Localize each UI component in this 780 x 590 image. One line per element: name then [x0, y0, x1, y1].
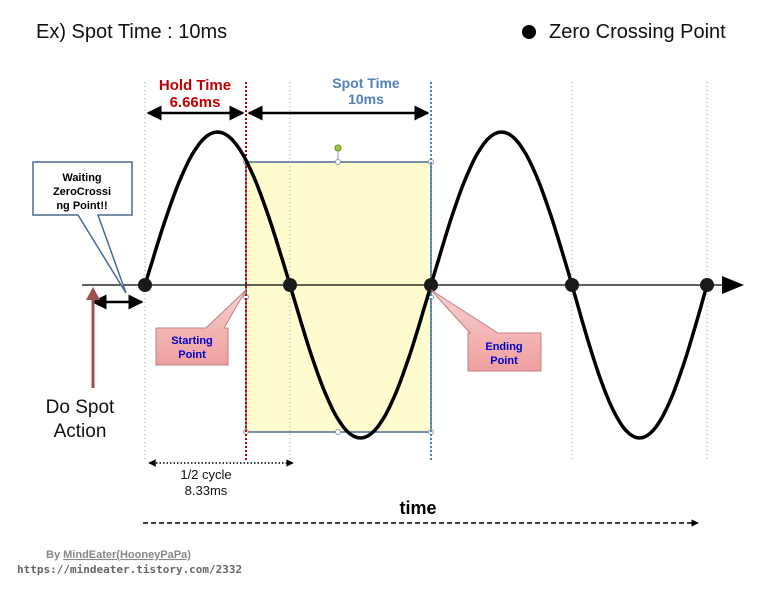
waiting-callout-line-3: ng Point!! [56, 200, 107, 212]
starting-point-line-2: Point [178, 349, 206, 361]
zero-crossing-points [138, 278, 714, 292]
zero-crossing-legend-icon [522, 25, 536, 39]
zero-crossing-point [283, 278, 297, 292]
ending-point-callout [430, 289, 542, 372]
legend-label: Zero Crossing Point [549, 21, 726, 43]
cycle-guide-lines [144, 82, 708, 462]
starting-point-callout [155, 289, 247, 366]
half-cycle-line-1: 1/2 cycle [180, 467, 231, 482]
waiting-callout-line-2: ZeroCrossi [53, 186, 111, 198]
zero-crossing-point [138, 278, 152, 292]
ending-point-line-2: Point [490, 355, 518, 367]
time-axis-label: time [399, 498, 436, 518]
spot-time-label: Spot Time [332, 75, 400, 91]
rotate-handle [334, 144, 342, 152]
starting-point-line-1: Starting [171, 335, 213, 347]
spot-time-region [245, 161, 432, 433]
do-spot-action-arrowhead [86, 287, 100, 300]
zero-crossing-point [424, 278, 438, 292]
zero-crossing-point [700, 278, 714, 292]
hold-time-label: Hold Time [159, 77, 231, 94]
credit-by-line: By MindEater(HooneyPaPa) [46, 549, 191, 561]
hold-time-value: 6.66ms [170, 94, 221, 111]
half-cycle-line-2: 8.33ms [185, 483, 228, 498]
spot-time-value: 10ms [348, 91, 384, 107]
credit-url: https://mindeater.tistory.com/2332 [17, 563, 242, 576]
time-axis-arrowhead [722, 276, 744, 294]
credit-author: MindEater(HooneyPaPa) [63, 549, 191, 561]
do-spot-action-line-2: Action [54, 421, 107, 442]
waiting-callout-bubble [32, 161, 133, 294]
zero-crossing-point [565, 278, 579, 292]
do-spot-action-line-1: Do Spot [46, 397, 115, 418]
credit-prefix: By [46, 549, 63, 561]
ending-point-line-1: Ending [485, 341, 522, 353]
waiting-callout-line-1: Waiting [62, 172, 101, 184]
diagram-title: Ex) Spot Time : 10ms [36, 21, 227, 43]
